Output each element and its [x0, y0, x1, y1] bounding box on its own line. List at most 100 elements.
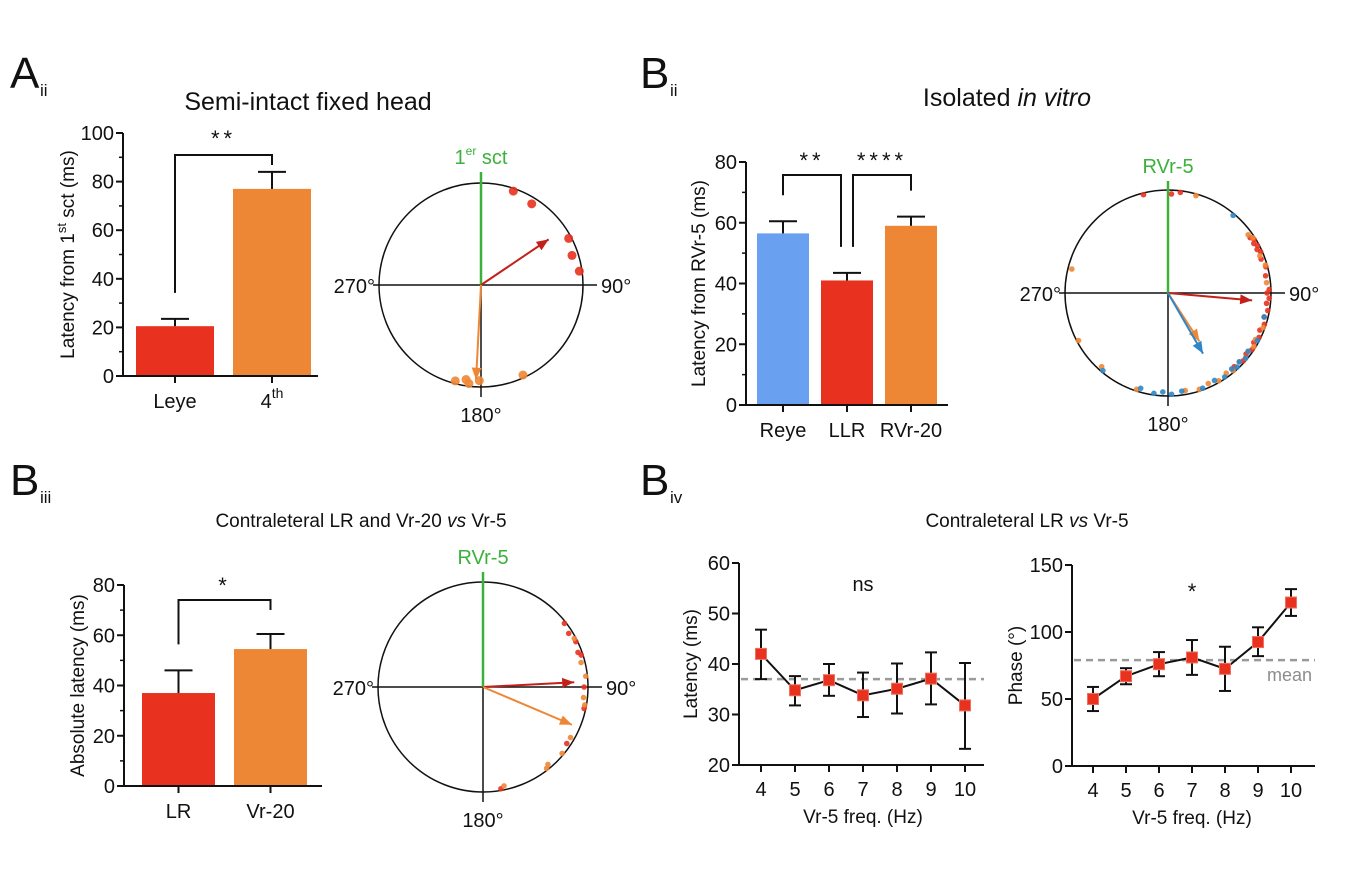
category-label: 4th — [261, 385, 284, 413]
data-point — [1250, 235, 1256, 241]
significance-label: ** — [799, 148, 824, 173]
data-point — [1242, 355, 1249, 361]
data-point — [959, 699, 971, 712]
data-point — [578, 659, 584, 666]
y-tick-label: 60 — [708, 553, 730, 575]
data-point — [518, 370, 528, 380]
polar-plot-bii: 90° 270° 180° RVr-5 — [1020, 156, 1320, 436]
polar-plot-biii: 90° 270° 180° RVr-5 — [333, 547, 637, 832]
data-point — [567, 734, 574, 741]
data-point — [559, 750, 565, 757]
significance-label: **** — [857, 148, 907, 173]
y-tick-label: 20 — [708, 755, 730, 777]
panel-sub: ii — [670, 81, 678, 100]
x-tick-label: 7 — [1186, 780, 1197, 802]
y-axis-label: Latency (ms) — [681, 609, 702, 719]
y-tick-label: 0 — [726, 395, 737, 417]
mean-vector — [480, 238, 550, 286]
category-label: LLR — [829, 420, 866, 442]
y-tick-label: 80 — [715, 152, 737, 174]
title-plain: Isolated — [923, 84, 1018, 112]
mean-vector — [1167, 292, 1253, 302]
angle-label-270: 270° — [333, 678, 374, 700]
x-axis-label: Vr-5 freq. (Hz) — [803, 807, 923, 828]
mean-vector-arrowhead — [471, 367, 482, 380]
y-tick-label: 80 — [92, 172, 114, 194]
data-point — [1266, 295, 1272, 302]
y-tick-label: 0 — [103, 366, 114, 388]
angle-label-180: 180° — [1147, 414, 1188, 436]
data-point — [1264, 290, 1270, 296]
data-point — [580, 694, 587, 701]
panel-title-aii: Semi-intact fixed head — [184, 88, 431, 116]
mean-vector-arrowhead — [1239, 294, 1253, 305]
data-point — [561, 620, 568, 627]
y-tick-label: 40 — [715, 274, 737, 296]
data-point — [567, 250, 577, 260]
significance-label: * — [1188, 579, 1197, 604]
data-point — [1120, 670, 1132, 683]
angle-label-270: 270° — [1020, 284, 1061, 306]
data-point — [1257, 253, 1263, 259]
x-tick-label: 9 — [925, 779, 936, 801]
data-point — [1263, 300, 1270, 307]
y-tick-label: 50 — [708, 604, 730, 626]
category-label: Leye — [153, 391, 196, 413]
data-point — [1205, 380, 1212, 387]
panel-sub: iii — [40, 488, 51, 507]
mean-vector-arrowhead — [1188, 328, 1200, 342]
data-point — [1168, 191, 1175, 197]
data-point — [1199, 385, 1206, 392]
data-point — [1262, 262, 1269, 268]
x-tick-label: 8 — [1219, 780, 1230, 802]
data-point — [527, 199, 537, 209]
data-point — [1263, 279, 1270, 286]
angle-label-90: 90° — [601, 276, 631, 298]
y-tick-label: 100 — [81, 123, 114, 145]
angle-label-180: 180° — [462, 810, 503, 832]
data-point — [578, 652, 585, 658]
data-point — [574, 266, 584, 276]
data-point — [450, 376, 460, 386]
data-point — [543, 765, 550, 772]
mean-vector-arrowhead — [535, 239, 549, 251]
title-part: Contraleteral LR and Vr-20 — [215, 511, 447, 532]
panel-sub: iv — [670, 488, 683, 507]
data-point — [1262, 272, 1269, 279]
bar — [885, 225, 937, 405]
y-tick-label: 60 — [93, 625, 115, 647]
y-axis-label: Latency from 1st sct (ms) — [54, 150, 79, 359]
data-point — [508, 186, 518, 196]
x-tick-label: 4 — [1087, 780, 1098, 802]
significance-bracket — [174, 154, 273, 293]
x-tick-label: 10 — [1280, 780, 1302, 802]
data-point — [1211, 377, 1218, 384]
data-point — [1228, 366, 1235, 372]
x-tick-label: 9 — [1252, 780, 1263, 802]
x-tick-label: 10 — [954, 779, 976, 801]
reference-label: RVr-5 — [457, 547, 508, 569]
panel-label-biv: B iv — [640, 456, 683, 507]
title-part: Contraleteral LR — [925, 511, 1069, 532]
y-tick-label: 60 — [92, 220, 114, 242]
y-tick-label: 40 — [93, 676, 115, 698]
data-point — [1236, 359, 1243, 365]
data-point — [1160, 389, 1166, 395]
data-point — [755, 647, 767, 660]
data-point — [1215, 377, 1222, 384]
y-tick-label: 40 — [708, 654, 730, 676]
angle-label-270: 270° — [334, 276, 375, 298]
angle-label-180: 180° — [460, 405, 501, 427]
y-tick-label: 50 — [1041, 689, 1063, 711]
data-point — [1219, 662, 1231, 675]
y-tick-label: 150 — [1030, 555, 1063, 577]
y-tick-label: 60 — [715, 213, 737, 235]
mean-vector — [475, 284, 482, 380]
data-point — [823, 674, 835, 687]
x-axis-label: Vr-5 freq. (Hz) — [1132, 808, 1252, 829]
title-italic: in vitro — [1017, 84, 1091, 112]
data-point — [1140, 191, 1147, 198]
data-point — [1245, 231, 1251, 238]
angle-label-90: 90° — [606, 678, 636, 700]
